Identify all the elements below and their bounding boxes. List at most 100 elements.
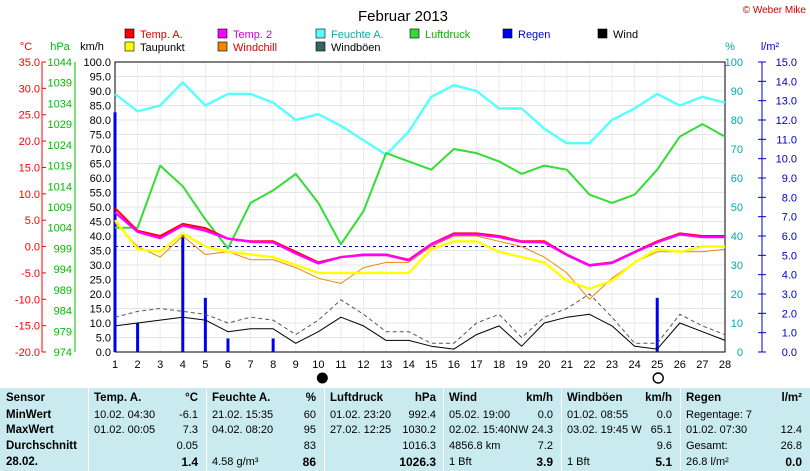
series-line-feuchte-a- <box>114 81 726 157</box>
humidity-column-header: Feuchte A. <box>212 392 271 404</box>
column-separator <box>680 388 681 471</box>
x-tick-label: 26 <box>674 359 686 371</box>
wind-cell-value: 0.0 <box>537 409 553 421</box>
humidity-tick-label: 50 <box>731 202 743 214</box>
gust-column-header: Windböen <box>567 392 623 404</box>
rain-tick-label: 12.0 <box>776 115 797 127</box>
pressure-axis-unit: hPa <box>50 41 70 53</box>
pressure-cell-value: 1026.3 <box>399 455 436 469</box>
temp-tick-label: -10.0 <box>15 294 40 306</box>
row-label-max: MaxWert <box>6 424 54 436</box>
rain-tick-label: 3.0 <box>782 289 797 301</box>
temp-cell-value: -6.1 <box>179 409 198 421</box>
gust-cell-label: 1 Bft <box>567 456 590 468</box>
legend-label: Windchill <box>233 42 277 54</box>
gust-cell-value: 9.6 <box>656 440 672 452</box>
wind-tick-label: 70.0 <box>90 144 111 156</box>
x-tick-label: 22 <box>583 359 595 371</box>
gust-cell-label: 03.02. 19:45 W <box>567 424 642 436</box>
rain-tick-label: 10.0 <box>776 154 797 166</box>
wind-tick-label: 25.0 <box>90 275 111 287</box>
wind-tick-label: 65.0 <box>90 159 111 171</box>
wind-tick-label: 75.0 <box>90 130 111 142</box>
series-line-windb-en <box>114 293 726 344</box>
rain-tick-label: 11.0 <box>776 134 797 146</box>
humidity-tick-label: 60 <box>731 173 743 185</box>
rain-bar <box>655 297 659 352</box>
pressure-tick-label: 979 <box>54 326 72 338</box>
rain-cell-value: 26.8 <box>780 440 802 452</box>
temp-tick-label: 25.0 <box>19 110 40 122</box>
humidity-cell-value: 83 <box>303 440 316 452</box>
x-tick-label: 17 <box>470 359 482 371</box>
temp-cell-value: 1.4 <box>181 455 198 469</box>
pressure-tick-label: 1029 <box>48 119 72 131</box>
rain-cell-label: 26.8 l/m² <box>686 456 729 468</box>
rain-unit-header: l/m² <box>781 392 802 404</box>
pressure-cell-value: 1016.3 <box>402 440 436 452</box>
wind-tick-label: 90.0 <box>90 86 111 98</box>
humidity-tick-label: 30 <box>731 260 743 272</box>
wind-column-header: Wind <box>449 392 477 404</box>
x-tick-label: 9 <box>293 359 299 371</box>
pressure-column-header: Luftdruck <box>330 392 384 404</box>
pressure-tick-label: 1004 <box>48 223 72 235</box>
humidity-tick-label: 0 <box>737 347 743 359</box>
temp-tick-label: 30.0 <box>19 83 40 95</box>
temp-column-header: Temp. A. <box>94 392 142 404</box>
temp-tick-label: 35.0 <box>19 57 40 69</box>
pressure-tick-label: 1009 <box>48 202 72 214</box>
x-tick-label: 20 <box>538 359 550 371</box>
pressure-cell-value: 1030.2 <box>402 424 436 436</box>
wind-tick-label: 15.0 <box>90 304 111 316</box>
humidity-axis-unit: % <box>725 41 735 53</box>
x-tick-label: 6 <box>225 359 231 371</box>
legend-label: Wind <box>613 29 638 41</box>
legend-swatch <box>409 28 420 39</box>
row-label-current: 28.02. <box>6 456 38 468</box>
x-tick-label: 13 <box>380 359 392 371</box>
wind-tick-label: 5.0 <box>96 333 111 345</box>
weather-chart: Februar 2013 © Weber Mike Temp. A. Temp. 2 F… <box>15 5 806 384</box>
x-tick-label: 10 <box>312 359 324 371</box>
temp-tick-label: -20.0 <box>15 347 40 359</box>
rain-bar <box>113 112 117 353</box>
humidity-cell-label: 4.58 g/m³ <box>212 456 259 468</box>
x-tick-label: 16 <box>448 359 460 371</box>
rain-tick-label: 14.0 <box>776 76 797 88</box>
humidity-tick-label: 90 <box>731 86 743 98</box>
wind-tick-label: 85.0 <box>90 101 111 113</box>
rain-tick-label: 0.0 <box>782 347 797 359</box>
wind-tick-label: 35.0 <box>90 246 111 258</box>
gust-unit-header: km/h <box>645 392 672 404</box>
x-tick-label: 8 <box>270 359 276 371</box>
rain-tick-label: 9.0 <box>782 173 797 185</box>
wind-cell-value: 24.3 <box>531 424 553 436</box>
rain-tick-label: 5.0 <box>782 250 797 262</box>
temp-tick-label: 0.0 <box>25 242 40 254</box>
wind-cell-label: 4856.8 km <box>449 440 501 452</box>
temp-cell-label: 10.02. 04:30 <box>94 409 156 421</box>
temp-tick-label: -5.0 <box>21 268 40 280</box>
legend-swatch <box>217 41 228 52</box>
rain-tick-label: 8.0 <box>782 192 797 204</box>
x-tick-label: 19 <box>516 359 528 371</box>
rain-tick-label: 13.0 <box>776 96 797 108</box>
full-moon-marker <box>652 372 664 384</box>
wind-tick-label: 55.0 <box>90 188 111 200</box>
temp-tick-label: -15.0 <box>15 321 40 333</box>
legend-swatch <box>315 28 326 39</box>
column-separator <box>561 388 562 471</box>
humidity-tick-label: 70 <box>731 144 743 156</box>
pressure-tick-label: 984 <box>54 306 72 318</box>
legend-swatch <box>217 28 228 39</box>
series-line-taupunkt <box>114 219 725 290</box>
legend-swatch <box>597 28 608 39</box>
rain-bar <box>136 323 140 352</box>
rain-column-header: Regen <box>686 392 722 404</box>
temp-unit-header: °C <box>185 392 198 404</box>
pressure-tick-label: 999 <box>54 243 72 255</box>
column-separator <box>206 388 207 471</box>
wind-cell-label: 05.02. 19:00 <box>449 409 511 421</box>
gust-cell-value: 65.1 <box>650 424 672 436</box>
